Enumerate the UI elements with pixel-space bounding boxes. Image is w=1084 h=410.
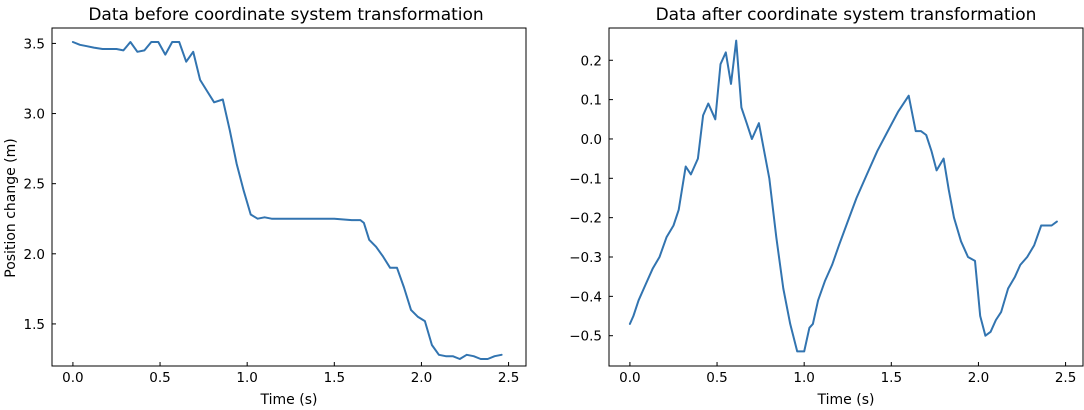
left-x-axis-label: Time (s) xyxy=(260,392,318,408)
right-y-tick-label: −0.4 xyxy=(569,289,602,305)
left-x-tick-label: 2.5 xyxy=(498,370,519,386)
left-y-tick-label: 2.0 xyxy=(24,247,45,263)
right-x-tick-label: 1.0 xyxy=(793,370,814,386)
right-y-tick-label: −0.3 xyxy=(569,250,602,266)
left-plot-frame xyxy=(51,27,527,367)
left-y-tick-label: 3.0 xyxy=(24,107,45,123)
right-x-tick-label: 1.5 xyxy=(881,370,902,386)
left-data-marks xyxy=(71,41,503,360)
right-x-axis-label: Time (s) xyxy=(817,392,875,408)
left-y-tick-label: 2.5 xyxy=(24,177,45,193)
left-y-axis-label: Position change (m) xyxy=(3,138,19,278)
right-data-marks xyxy=(628,39,1058,353)
right-x-tick-label: 2.0 xyxy=(968,370,989,386)
right-chart-title: Data after coordinate system transformat… xyxy=(656,5,1037,25)
left-y-tick-label: 1.5 xyxy=(24,317,45,333)
left-x-tick-label: 2.0 xyxy=(411,370,432,386)
right-y-tick-label: −0.2 xyxy=(569,211,602,227)
right-plot-frame xyxy=(608,27,1084,367)
left-x-tick-label: 1.5 xyxy=(324,370,345,386)
left-y-tick-label: 3.5 xyxy=(24,36,45,52)
left-x-tick-label: 0.5 xyxy=(149,370,170,386)
right-y-tick-label: −0.5 xyxy=(569,329,602,345)
right-y-tick-label: −0.1 xyxy=(569,171,602,187)
left-chart-panel: Data before coordinate system transforma… xyxy=(3,5,527,408)
right-x-tick-label: 0.5 xyxy=(706,370,727,386)
left-ticks: 0.0 0.5 1.0 1.5 2.0 2.5 1.5 2.0 2.5 3.0 3.5 xyxy=(24,36,520,386)
right-x-tick-label: 2.5 xyxy=(1055,370,1076,386)
left-chart-title: Data before coordinate system transforma… xyxy=(88,5,483,25)
right-series-line xyxy=(628,39,1058,353)
right-y-tick-label: 0.0 xyxy=(581,132,602,148)
right-chart-panel: Data after coordinate system transformat… xyxy=(569,5,1084,408)
right-x-tick-label: 0.0 xyxy=(619,370,640,386)
right-y-tick-label: 0.1 xyxy=(581,93,602,109)
right-ticks: 0.0 0.5 1.0 1.5 2.0 2.5 −0.5 −0.4 −0.3 −0.2 −0.1 0.… xyxy=(569,53,1076,386)
left-x-tick-label: 1.0 xyxy=(236,370,257,386)
left-series-line xyxy=(71,41,503,360)
right-y-tick-label: 0.2 xyxy=(581,53,602,69)
left-x-tick-label: 0.0 xyxy=(62,370,83,386)
